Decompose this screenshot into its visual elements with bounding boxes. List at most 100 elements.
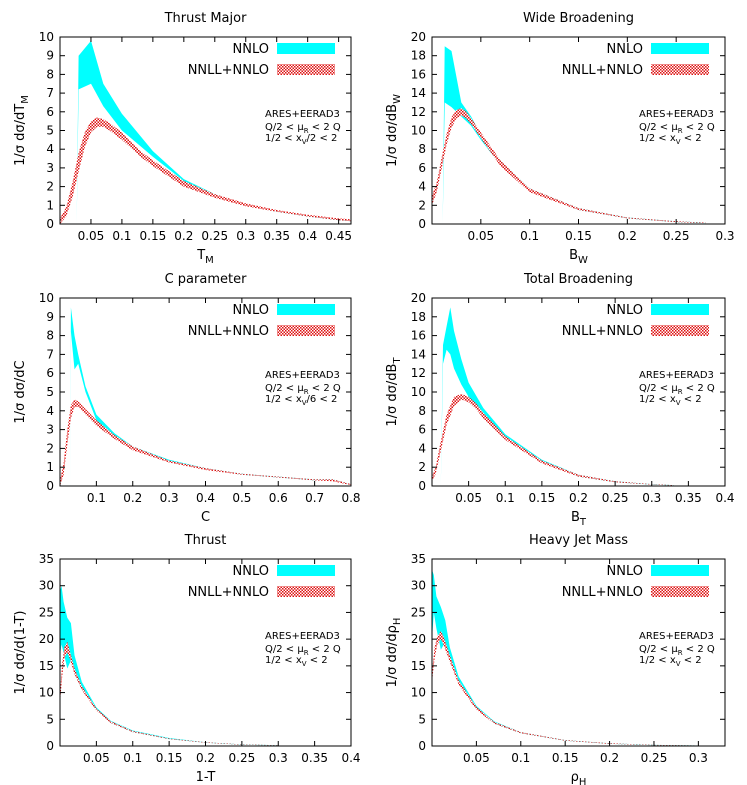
nnlo-band [75, 40, 351, 224]
y-tick-label: 4 [418, 441, 426, 455]
y-tick-label: 20 [39, 632, 54, 646]
x-tick-label: 0.05 [455, 491, 482, 505]
annotation: 1/2 < xV < 2 [639, 394, 702, 407]
x-tick-label: 0.25 [663, 229, 690, 243]
legend-label-nnlo: NNLO [233, 303, 269, 318]
legend-swatch-nnlo [651, 565, 709, 576]
annotation: Q/2 < μR < 2 Q [639, 122, 715, 135]
legend-swatch-nnlo [277, 304, 335, 315]
x-tick-label: 0.2 [174, 229, 193, 243]
y-tick-label: 12 [411, 366, 426, 380]
nnll-nnlo-band [60, 399, 351, 486]
y-tick-label: 30 [39, 579, 54, 593]
y-tick-label: 5 [46, 712, 54, 726]
x-tick-label: 0.05 [463, 751, 490, 765]
y-tick-label: 3 [46, 161, 54, 175]
nnll-nnlo-band [432, 393, 674, 486]
chart-title: Wide Broadening [523, 11, 634, 26]
x-tick-label: 0.1 [123, 751, 142, 765]
legend-label-nnll-nnlo: NNLL+NNLO [562, 63, 643, 78]
legend-label-nnll-nnlo: NNLL+NNLO [562, 324, 643, 339]
x-tick-label: 0.05 [83, 751, 110, 765]
legend-swatch-nnll-nnlo [277, 586, 335, 597]
y-tick-label: 0 [418, 739, 426, 753]
annotation: Q/2 < μR < 2 Q [265, 122, 341, 135]
x-tick-label: 0.35 [301, 751, 328, 765]
annotation: ARES+EERAD3 [265, 109, 340, 120]
x-axis-label: 1-T [196, 770, 216, 785]
x-tick-label: 0.25 [229, 751, 256, 765]
x-tick-label: 0.1 [520, 229, 539, 243]
y-tick-label: 35 [411, 552, 426, 566]
y-tick-label: 8 [46, 67, 54, 81]
x-tick-label: 0.2 [618, 229, 637, 243]
legend-label-nnll-nnlo: NNLL+NNLO [188, 63, 269, 78]
chart-panel: 0 2 4 6 8 10 12 14 16 18 20 0.05 0.1 0.15 0.2 0.25 0.3 0.… [385, 272, 735, 528]
y-tick-label: 6 [46, 105, 54, 119]
chart-panel: 0 5 10 15 20 25 30 35 0.05 0.1 0.15 0.2 0.25 0.3 0.35 0… [13, 533, 361, 785]
y-tick-label: 20 [411, 632, 426, 646]
y-axis-label: 1/σ dσ/dC [13, 360, 28, 423]
y-tick-label: 5 [46, 385, 54, 399]
legend-swatch-nnlo [277, 43, 335, 54]
x-tick-label: 0.45 [325, 229, 352, 243]
y-tick-label: 3 [46, 423, 54, 437]
y-tick-label: 15 [39, 659, 54, 673]
legend-swatch-nnll-nnlo [651, 64, 709, 75]
y-tick-label: 20 [411, 291, 426, 305]
annotation: Q/2 < μR < 2 Q [265, 383, 341, 396]
y-tick-label: 8 [418, 142, 426, 156]
y-tick-label: 8 [418, 404, 426, 418]
x-tick-label: 0.25 [201, 229, 228, 243]
chart-title: Total Broadening [523, 272, 633, 287]
y-tick-label: 2 [46, 441, 54, 455]
annotation: ARES+EERAD3 [639, 631, 714, 642]
chart-panel: 0 1 2 3 4 5 6 7 8 9 10 0.05 0.1 0.15 0.2 0.25 0.3 0.35 0.4… [13, 11, 352, 266]
legend-label-nnlo: NNLO [233, 564, 269, 579]
y-tick-label: 0 [46, 479, 54, 493]
legend-label-nnlo: NNLO [607, 564, 643, 579]
x-tick-label: 0.4 [196, 491, 215, 505]
legend-label-nnll-nnlo: NNLL+NNLO [188, 324, 269, 339]
x-tick-label: 0.4 [298, 229, 317, 243]
x-tick-label: 0.15 [565, 229, 592, 243]
annotation: ARES+EERAD3 [639, 109, 714, 120]
x-tick-label: 0.3 [160, 491, 179, 505]
plot-frame [431, 558, 726, 747]
x-tick-label: 0.7 [305, 491, 324, 505]
x-tick-label: 0.2 [569, 491, 588, 505]
x-tick-label: 0.1 [511, 751, 530, 765]
y-tick-label: 25 [411, 605, 426, 619]
chart-title: C parameter [165, 272, 247, 287]
y-tick-label: 2 [418, 460, 426, 474]
y-tick-label: 4 [46, 142, 54, 156]
y-axis-label: 1/σ dσ/dBW [385, 94, 403, 167]
y-tick-label: 10 [411, 686, 426, 700]
x-tick-label: 0.3 [642, 491, 661, 505]
annotation: 1/2 < xV/2 < 2 [265, 133, 337, 146]
x-tick-label: 0.15 [140, 229, 167, 243]
x-tick-label: 0.2 [123, 491, 142, 505]
y-tick-label: 8 [46, 329, 54, 343]
annotation: 1/2 < xV < 2 [265, 655, 328, 668]
y-tick-label: 6 [418, 161, 426, 175]
x-tick-label: 0.8 [341, 491, 360, 505]
nnlo-band [60, 585, 279, 746]
y-tick-label: 9 [46, 310, 54, 324]
x-tick-label: 0.15 [552, 751, 579, 765]
y-tick-label: 10 [39, 291, 54, 305]
annotation: Q/2 < μR < 2 Q [639, 644, 715, 657]
y-tick-label: 12 [411, 105, 426, 119]
legend-label-nnlo: NNLO [607, 42, 643, 57]
x-axis-label: TM [196, 248, 214, 266]
y-tick-label: 18 [411, 310, 426, 324]
legend-swatch-nnll-nnlo [277, 325, 335, 336]
y-tick-label: 7 [46, 347, 54, 361]
annotation: ARES+EERAD3 [265, 370, 340, 381]
y-tick-label: 0 [418, 479, 426, 493]
x-axis-label: ρH [571, 770, 587, 785]
annotation: 1/2 < xV < 2 [639, 655, 702, 668]
nnll-nnlo-band [60, 117, 351, 224]
x-tick-label: 0.6 [269, 491, 288, 505]
x-tick-label: 0.3 [715, 229, 734, 243]
